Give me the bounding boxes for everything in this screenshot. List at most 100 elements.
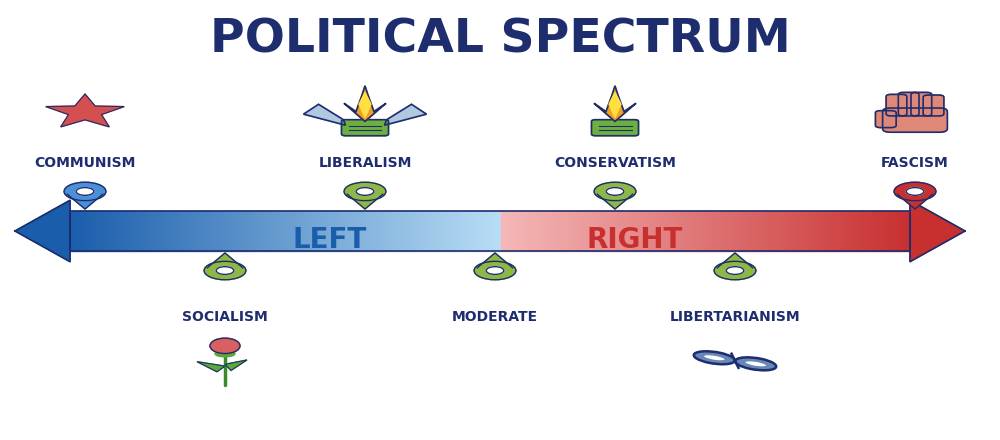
Bar <box>734 211 736 251</box>
Bar <box>771 211 774 251</box>
Bar <box>249 211 251 251</box>
Bar <box>120 211 123 251</box>
Bar <box>160 211 162 251</box>
Bar <box>265 211 267 251</box>
Bar <box>501 211 503 251</box>
Bar <box>673 211 675 251</box>
Bar <box>836 211 839 251</box>
Text: RIGHT: RIGHT <box>587 226 683 254</box>
Bar <box>74 211 76 251</box>
Bar <box>438 211 440 251</box>
Bar <box>137 211 139 251</box>
Bar <box>213 211 215 251</box>
Text: www.VectorMine.com: www.VectorMine.com <box>762 211 858 220</box>
Bar <box>528 211 530 251</box>
Bar <box>156 211 158 251</box>
Bar <box>204 211 207 251</box>
Bar <box>379 211 381 251</box>
Bar <box>624 211 627 251</box>
Bar <box>118 211 120 251</box>
Text: LEFT: LEFT <box>293 226 367 254</box>
Bar <box>576 211 578 251</box>
Bar <box>223 211 225 251</box>
Bar <box>792 211 795 251</box>
Bar <box>608 211 610 251</box>
Polygon shape <box>225 360 247 370</box>
Bar <box>263 211 265 251</box>
Bar <box>883 211 885 251</box>
Bar <box>200 211 202 251</box>
Bar <box>253 211 255 251</box>
Bar <box>125 211 127 251</box>
Bar <box>595 211 597 251</box>
Bar <box>559 211 561 251</box>
Bar <box>398 211 400 251</box>
Polygon shape <box>477 253 513 268</box>
Bar <box>364 211 366 251</box>
Bar <box>360 211 362 251</box>
Bar <box>532 211 534 251</box>
Bar <box>435 211 438 251</box>
Bar <box>851 211 853 251</box>
Bar <box>257 211 259 251</box>
Bar <box>183 211 186 251</box>
Bar <box>345 211 347 251</box>
Bar <box>666 211 669 251</box>
Bar <box>484 211 486 251</box>
Bar <box>173 211 175 251</box>
Polygon shape <box>304 104 346 125</box>
Bar <box>826 211 828 251</box>
Bar <box>318 211 320 251</box>
Bar <box>421 211 423 251</box>
Bar <box>761 211 763 251</box>
Bar <box>509 211 511 251</box>
Circle shape <box>474 261 516 280</box>
Bar <box>813 211 816 251</box>
Bar <box>891 211 893 251</box>
Bar <box>410 211 412 251</box>
Bar <box>908 211 910 251</box>
Bar <box>97 211 99 251</box>
Bar <box>641 211 643 251</box>
Bar <box>295 211 297 251</box>
Bar <box>597 211 599 251</box>
Polygon shape <box>197 362 225 372</box>
Ellipse shape <box>215 351 235 357</box>
Bar <box>782 211 784 251</box>
Polygon shape <box>67 194 103 209</box>
Bar <box>515 211 517 251</box>
Bar <box>635 211 637 251</box>
Bar <box>284 211 286 251</box>
Bar <box>727 211 729 251</box>
Bar <box>188 211 190 251</box>
Bar <box>803 211 805 251</box>
Bar <box>832 211 834 251</box>
Bar <box>809 211 811 251</box>
Bar <box>868 211 870 251</box>
Bar <box>282 211 284 251</box>
Bar <box>425 211 427 251</box>
Bar <box>427 211 429 251</box>
Bar <box>400 211 402 251</box>
Bar <box>591 211 593 251</box>
Bar <box>732 211 734 251</box>
Bar <box>660 211 662 251</box>
Bar <box>780 211 782 251</box>
Circle shape <box>344 182 386 201</box>
FancyBboxPatch shape <box>886 94 907 116</box>
Bar <box>872 211 874 251</box>
Bar <box>196 211 198 251</box>
Bar <box>139 211 141 251</box>
Bar <box>853 211 855 251</box>
FancyArrow shape <box>910 200 965 262</box>
Bar <box>580 211 582 251</box>
Bar <box>190 211 192 251</box>
Bar <box>633 211 635 251</box>
Bar <box>887 211 889 251</box>
Bar <box>272 211 274 251</box>
Bar <box>482 211 484 251</box>
Bar <box>99 211 102 251</box>
Text: CONSERVATISM: CONSERVATISM <box>554 156 676 170</box>
Polygon shape <box>207 253 243 268</box>
Bar <box>904 211 906 251</box>
